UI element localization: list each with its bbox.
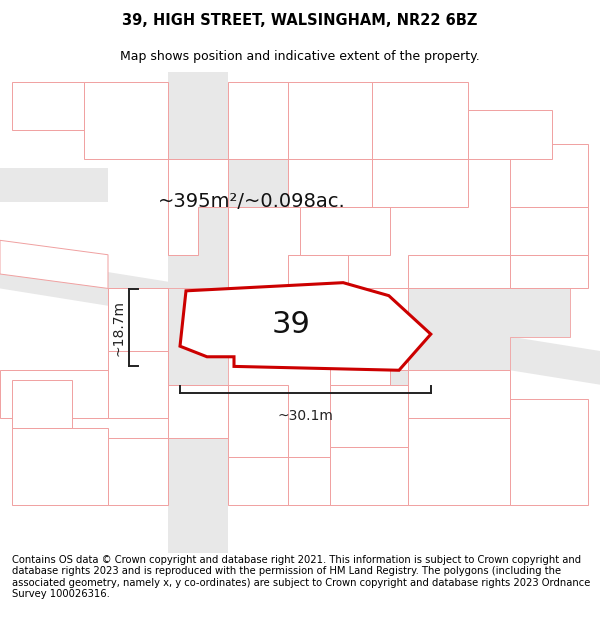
- Polygon shape: [510, 399, 588, 505]
- Polygon shape: [0, 255, 600, 384]
- Polygon shape: [288, 255, 348, 289]
- Text: 39, HIGH STREET, WALSINGHAM, NR22 6BZ: 39, HIGH STREET, WALSINGHAM, NR22 6BZ: [122, 12, 478, 28]
- Polygon shape: [372, 159, 468, 207]
- Polygon shape: [330, 289, 408, 384]
- Polygon shape: [12, 380, 72, 428]
- Text: ~18.7m: ~18.7m: [111, 300, 125, 356]
- Polygon shape: [330, 384, 408, 448]
- Polygon shape: [168, 384, 228, 438]
- Polygon shape: [300, 207, 390, 255]
- Polygon shape: [372, 81, 468, 159]
- Polygon shape: [288, 81, 372, 159]
- Polygon shape: [330, 448, 408, 505]
- Polygon shape: [468, 111, 552, 159]
- Polygon shape: [228, 207, 300, 289]
- Polygon shape: [510, 207, 588, 255]
- Polygon shape: [168, 72, 228, 553]
- Polygon shape: [0, 168, 108, 202]
- Polygon shape: [12, 81, 84, 129]
- Polygon shape: [168, 289, 288, 384]
- Polygon shape: [0, 370, 108, 418]
- Polygon shape: [408, 370, 510, 418]
- Polygon shape: [228, 457, 330, 505]
- Polygon shape: [12, 428, 108, 505]
- Polygon shape: [510, 255, 588, 289]
- Polygon shape: [408, 418, 510, 505]
- Polygon shape: [390, 289, 570, 384]
- Polygon shape: [228, 207, 348, 274]
- Polygon shape: [168, 159, 228, 255]
- Text: ~30.1m: ~30.1m: [277, 409, 334, 422]
- Polygon shape: [288, 457, 330, 505]
- Polygon shape: [228, 384, 288, 457]
- Polygon shape: [0, 240, 108, 289]
- Text: ~395m²/~0.098ac.: ~395m²/~0.098ac.: [158, 192, 346, 211]
- Polygon shape: [510, 144, 588, 207]
- Polygon shape: [408, 255, 510, 289]
- Polygon shape: [108, 289, 168, 351]
- Polygon shape: [108, 351, 168, 418]
- Polygon shape: [108, 438, 168, 505]
- Polygon shape: [288, 159, 372, 207]
- Polygon shape: [228, 81, 288, 159]
- Text: 39: 39: [271, 310, 310, 339]
- Polygon shape: [168, 159, 408, 207]
- Polygon shape: [180, 282, 431, 370]
- Text: Map shows position and indicative extent of the property.: Map shows position and indicative extent…: [120, 49, 480, 62]
- Text: Contains OS data © Crown copyright and database right 2021. This information is : Contains OS data © Crown copyright and d…: [12, 554, 590, 599]
- Polygon shape: [84, 81, 168, 159]
